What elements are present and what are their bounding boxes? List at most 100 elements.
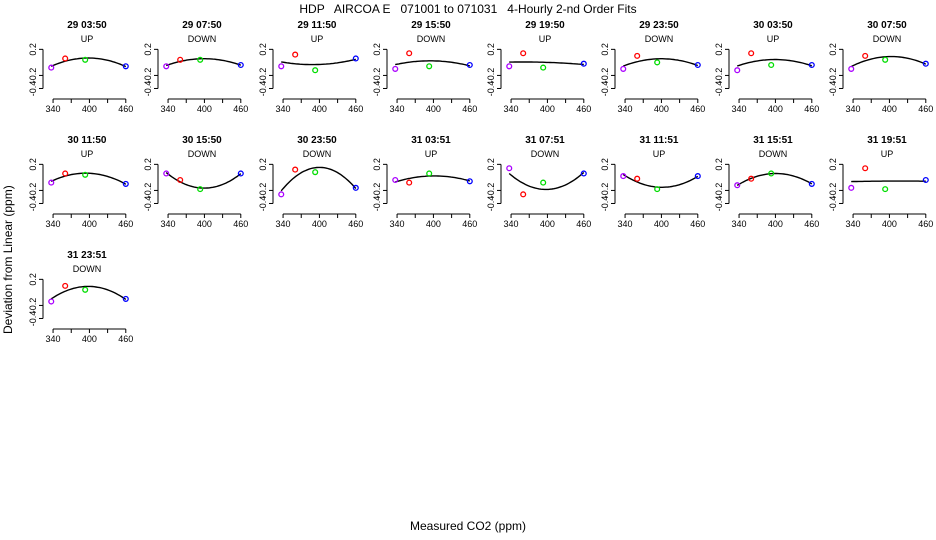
x-tick-label: 340 [390,219,405,229]
fit-curve [850,55,927,68]
x-tick-label: 460 [804,219,819,229]
data-point [768,61,775,69]
x-tick-label: 340 [618,104,633,114]
x-tick-label: 340 [504,104,519,114]
data-point [426,170,433,177]
panel-mode-label: DOWN [645,34,674,44]
panel: 29 19:50 UP 0.2 -0.2-0.4 340 400 460 [486,20,591,114]
panel-mode-label: UP [881,149,894,159]
data-point [177,176,184,184]
x-tick-label: 340 [46,219,61,229]
panel-mode-label: DOWN [188,149,217,159]
x-tick-label: 400 [654,104,669,114]
panel-title: 31 07:51 [525,135,565,146]
panel-mode-label: DOWN [303,149,332,159]
x-tick-label: 400 [882,104,897,114]
data-point [352,55,359,62]
data-point [922,176,929,184]
y-tick-label: -0.2 [828,68,838,84]
x-tick-label: 460 [118,104,133,114]
fit-curve [508,171,585,191]
data-point [506,165,513,172]
y-tick-label: -0.2 [143,183,153,199]
y-tick-label: -0.2 [372,68,382,84]
y-tick-label: -0.2 [372,183,382,199]
panel-title: 29 15:50 [411,20,451,31]
fit-curve [280,166,357,192]
y-tick-label: -0.2 [486,183,496,199]
fit-curve [50,172,127,185]
panel-mode-label: DOWN [873,34,902,44]
x-tick-label: 460 [918,104,933,114]
chart-title: HDP AIRCOA E 071001 to 071031 4-Hourly 2… [299,2,637,16]
data-point [426,63,433,70]
y-tick-label: -0.4 [600,81,610,97]
y-tick-label: -0.4 [828,196,838,212]
x-tick-label: 400 [768,219,783,229]
x-tick-label: 340 [618,219,633,229]
panel-title: 29 23:50 [639,20,679,31]
data-point [882,186,889,193]
panel-mode-label: UP [311,34,324,44]
fit-curve [394,175,470,183]
y-tick-label: -0.4 [28,311,38,327]
data-point [882,56,889,63]
x-tick-label: 340 [732,104,747,114]
panel-title: 31 03:51 [411,135,451,146]
y-tick-label: -0.4 [372,196,382,212]
y-tick-label: 0.2 [600,158,610,171]
fit-curve [509,61,584,66]
y-tick-label: -0.4 [600,196,610,212]
data-point [634,175,641,182]
panel-title: 31 11:51 [640,135,679,146]
data-point [694,173,701,180]
panel-mode-label: DOWN [417,34,446,44]
panel: 31 23:51 DOWN 0.2 -0.2-0.4 340 400 460 [28,250,133,344]
panel-title: 29 07:50 [182,20,222,31]
data-point [278,63,285,70]
x-tick-label: 400 [312,104,327,114]
data-point [122,295,129,302]
x-tick-label: 460 [348,104,363,114]
x-tick-label: 340 [276,219,291,229]
x-tick-label: 460 [804,104,819,114]
fit-curve [622,173,699,188]
data-point [520,50,527,57]
y-tick-label: 0.2 [486,43,496,56]
y-tick-label: 0.2 [28,43,38,56]
data-point [312,67,319,74]
data-point [237,61,244,69]
data-point [82,56,89,63]
panel: 30 03:50 UP 0.2 -0.2-0.4 340 400 460 [714,20,819,114]
y-tick-label: -0.4 [714,81,724,97]
x-tick-label: 340 [46,334,61,344]
y-tick-label: -0.4 [714,196,724,212]
y-tick-label: 0.2 [372,158,382,171]
panel-title: 30 15:50 [182,135,222,146]
y-tick-label: -0.4 [828,81,838,97]
data-point [197,186,204,193]
data-point [392,176,399,184]
y-tick-label: -0.4 [28,196,38,212]
data-point [82,286,89,293]
data-point [748,50,755,57]
data-point [808,180,815,187]
x-axis-label: Measured CO2 (ppm) [409,519,527,533]
data-point [506,63,513,70]
x-tick-label: 340 [161,219,176,229]
y-tick-label: -0.4 [143,196,153,212]
panel: 31 15:51 DOWN 0.2 -0.2-0.4 340 400 460 [714,135,819,229]
y-tick-label: -0.2 [143,68,153,84]
y-tick-label: 0.2 [258,158,268,171]
x-tick-label: 400 [197,104,212,114]
y-tick-label: -0.2 [28,298,38,314]
fit-curve [736,172,813,187]
y-tick-label: 0.2 [143,158,153,171]
x-tick-label: 460 [348,219,363,229]
panel-mode-label: UP [767,34,780,44]
fit-curve [281,58,356,66]
y-tick-label: -0.4 [28,81,38,97]
x-tick-label: 460 [690,104,705,114]
data-point [634,52,641,59]
